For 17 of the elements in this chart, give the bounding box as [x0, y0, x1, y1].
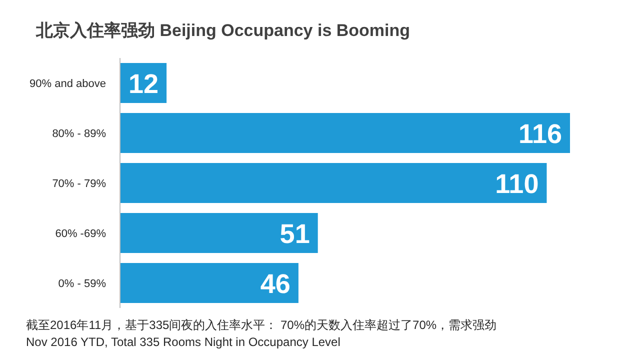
data-label: 51 — [280, 219, 310, 249]
y-tick-label: 70% - 79% — [52, 178, 106, 190]
bar — [120, 213, 318, 253]
y-tick-label: 90% and above — [30, 78, 106, 90]
y-tick-label: 80% - 89% — [52, 128, 106, 140]
data-label: 12 — [128, 69, 159, 99]
data-label: 110 — [495, 169, 539, 199]
bar — [120, 113, 570, 153]
bar — [120, 163, 547, 203]
data-label: 46 — [260, 269, 290, 299]
text: Nov 2016 YTD, Total 335 Rooms Night in Occupancy Level — [26, 335, 340, 349]
bar — [120, 263, 298, 303]
y-tick-label: 60% -69% — [55, 228, 106, 240]
chart-title: 北京入住率强劲 Beijing Occupancy is Booming — [35, 21, 410, 40]
y-tick-label: 0% - 59% — [58, 278, 106, 290]
data-label: 116 — [518, 119, 562, 149]
text: 截至2016年11月，基于335间夜的入住率水平： 70%的天数入住率超过了70%，需求强劲 — [26, 318, 497, 332]
